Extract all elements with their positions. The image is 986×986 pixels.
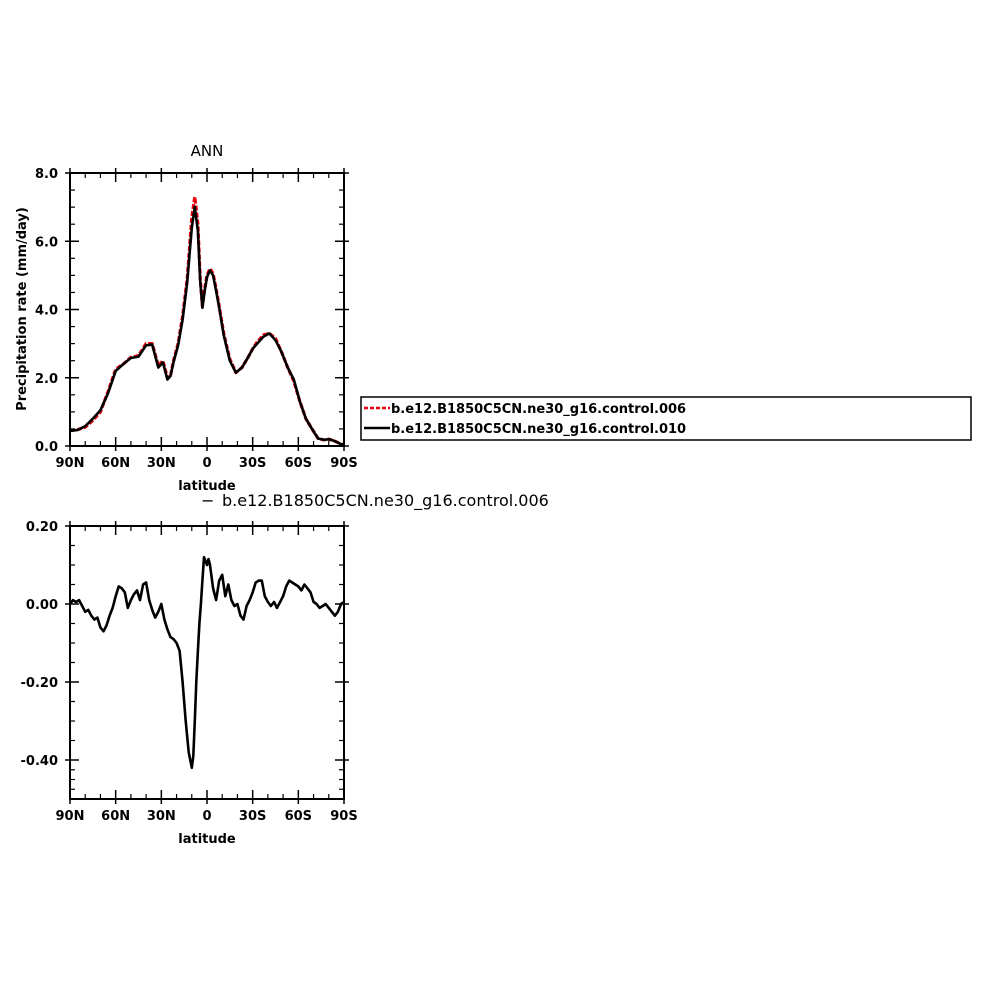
bottom-ticks-group: 90N 60N 30N 0 30S 60S 90S -0.40 -0.20 0.00 0.20	[21, 520, 358, 824]
top-y-tick-label: 8.0	[35, 167, 58, 182]
bottom-x-tick-label: 90S	[330, 809, 357, 824]
bottom-y-tick-label: 0.00	[26, 598, 58, 613]
bottom-y-tick-label: 0.20	[26, 520, 58, 535]
top-y-tick-label: 6.0	[35, 235, 58, 250]
bottom-x-tick-label: 30N	[147, 809, 176, 824]
bottom-chart-title: b.e12.B1850C5CN.ne30_g16.control.006	[222, 491, 549, 511]
top-x-tick-label: 0	[202, 456, 211, 471]
top-x-tick-label: 60S	[285, 456, 312, 471]
top-x-axis-label: latitude	[178, 479, 236, 494]
top-y-tick-label: 4.0	[35, 304, 58, 319]
top-x-tick-label: 30N	[147, 456, 176, 471]
bottom-x-tick-label: 30S	[239, 809, 266, 824]
bottom-x-tick-label: 0	[202, 809, 211, 824]
top-y-axis-label: Precipitation rate (mm/day)	[15, 207, 30, 411]
top-x-tick-label: 30S	[239, 456, 266, 471]
top-y-tick-label: 2.0	[35, 372, 58, 387]
top-x-tick-label: 90S	[330, 456, 357, 471]
panel-zonal-mean-precip: ANN 90N 60N 30N 0 30S 60S 90S 0.0 2.0 4.0 6.0 8.0 l…	[15, 142, 358, 494]
top-x-tick-label: 60N	[101, 456, 130, 471]
top-series-group	[69, 195, 344, 446]
legend-box	[360, 396, 972, 441]
bottom-x-tick-label: 60N	[101, 809, 130, 824]
bottom-series-group	[68, 555, 345, 770]
top-x-tick-label: 90N	[56, 456, 85, 471]
top-y-tick-label: 0.0	[35, 440, 58, 455]
bottom-y-tick-label: -0.20	[21, 676, 58, 691]
top-ticks-group: 90N 60N 30N 0 30S 60S 90S 0.0 2.0 4.0 6.0 8.0	[35, 167, 358, 471]
top-plot-frame	[69, 172, 345, 447]
bottom-y-tick-label: -0.40	[21, 754, 58, 769]
bottom-title-prefix: −	[201, 491, 214, 510]
top-chart-title: ANN	[191, 142, 224, 160]
legend-label-series-1: b.e12.B1850C5CN.ne30_g16.control.006	[391, 402, 686, 417]
bottom-series-line-1	[68, 555, 345, 770]
legend-label-series-2: b.e12.B1850C5CN.ne30_g16.control.010	[391, 422, 686, 437]
bottom-x-axis-label: latitude	[178, 832, 236, 847]
bottom-plot-frame	[69, 525, 345, 800]
top-series-line-2	[69, 205, 344, 446]
bottom-x-tick-label: 90N	[56, 809, 85, 824]
panel-difference: − b.e12.B1850C5CN.ne30_g16.control.006 9…	[21, 491, 549, 847]
legend: b.e12.B1850C5CN.ne30_g16.control.006 b.e…	[360, 396, 972, 441]
bottom-x-tick-label: 60S	[285, 809, 312, 824]
